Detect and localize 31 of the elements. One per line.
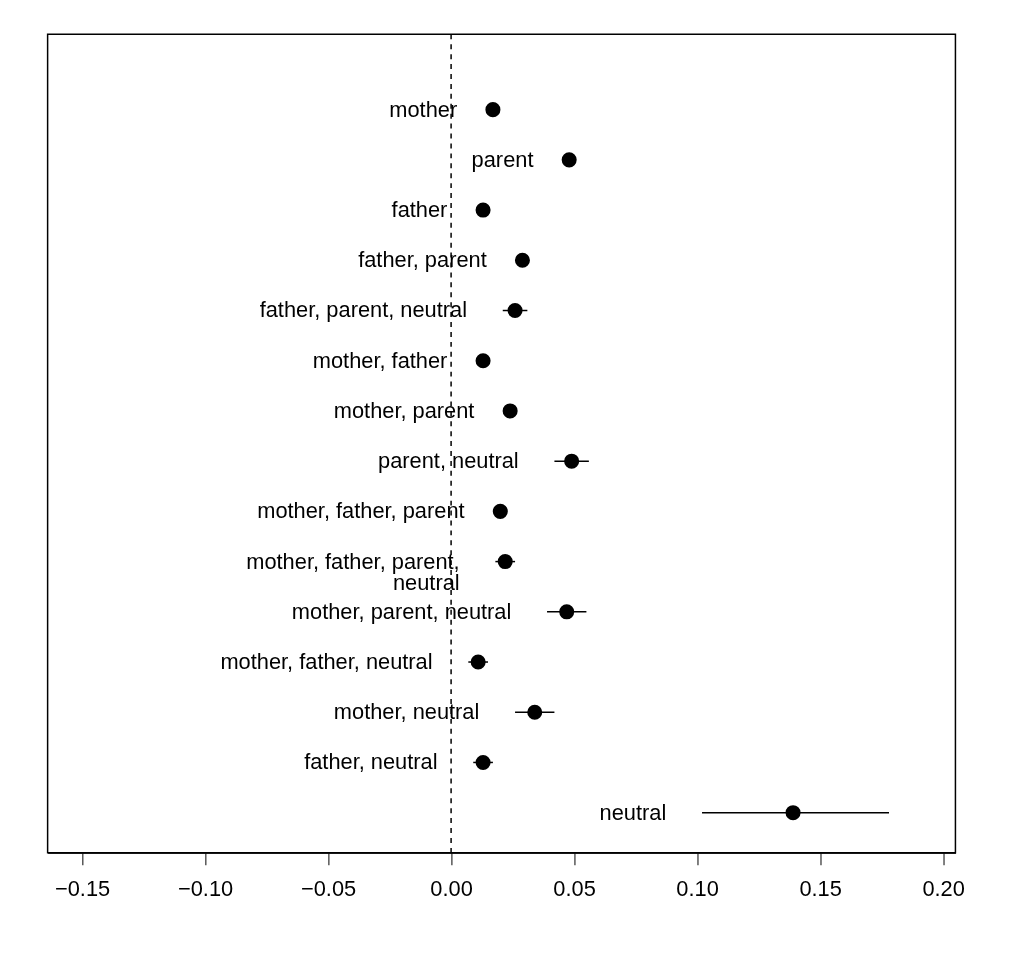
- y-tick-label: mother, father, parent: [257, 498, 465, 524]
- y-tick-label: father: [391, 197, 448, 223]
- y-tick-label: mother, father, parent, neutral: [246, 548, 460, 596]
- y-tick-label: father, parent, neutral: [259, 297, 468, 323]
- y-tick-label: parent: [471, 146, 534, 172]
- x-tick-label: 0.15: [799, 876, 842, 901]
- x-tick-label: 0.00: [430, 876, 473, 901]
- point: [492, 503, 508, 519]
- point: [514, 252, 530, 268]
- y-tick-label: mother, parent, neutral: [291, 598, 512, 624]
- x-tick-label: −0.10: [177, 876, 234, 901]
- x-tick-label: 0.05: [553, 876, 596, 901]
- y-tick-label: father, parent: [358, 247, 487, 273]
- y-tick-label: neutral: [599, 799, 667, 825]
- y-tick-label: mother, father, neutral: [220, 648, 433, 674]
- point: [475, 353, 491, 369]
- x-tick-label: 0.10: [676, 876, 719, 901]
- point: [502, 403, 518, 419]
- y-tick-label: mother, father: [312, 347, 448, 373]
- x-tick-label: 0.20: [922, 876, 965, 901]
- y-tick-label: parent, neutral: [378, 448, 519, 474]
- point: [485, 102, 501, 118]
- point: [561, 152, 577, 168]
- x-tick-label: −0.05: [300, 876, 357, 901]
- y-tick-label: father, neutral: [304, 749, 438, 775]
- x-tick-label: −0.15: [54, 876, 111, 901]
- y-tick-label: mother: [389, 96, 458, 122]
- point: [497, 554, 513, 570]
- y-tick-label: mother, neutral: [333, 699, 480, 725]
- y-tick-label: mother, parent: [333, 397, 475, 423]
- point: [475, 202, 491, 218]
